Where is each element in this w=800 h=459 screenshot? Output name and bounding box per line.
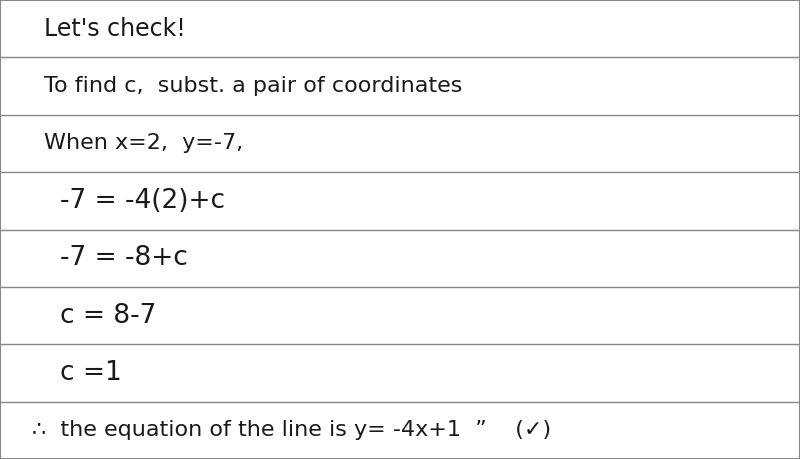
Text: When x=2,  y=-7,: When x=2, y=-7, <box>44 134 243 153</box>
Text: c = 8-7: c = 8-7 <box>60 302 156 329</box>
Text: ∴  the equation of the line is y= -4x+1  ”    (✓): ∴ the equation of the line is y= -4x+1 ”… <box>32 420 551 440</box>
Text: To find c,  subst. a pair of coordinates: To find c, subst. a pair of coordinates <box>44 76 462 96</box>
Text: -7 = -8+c: -7 = -8+c <box>60 245 188 271</box>
Text: c =1: c =1 <box>60 360 122 386</box>
Text: Let's check!: Let's check! <box>44 17 186 41</box>
Text: -7 = -4(2)+c: -7 = -4(2)+c <box>60 188 225 214</box>
